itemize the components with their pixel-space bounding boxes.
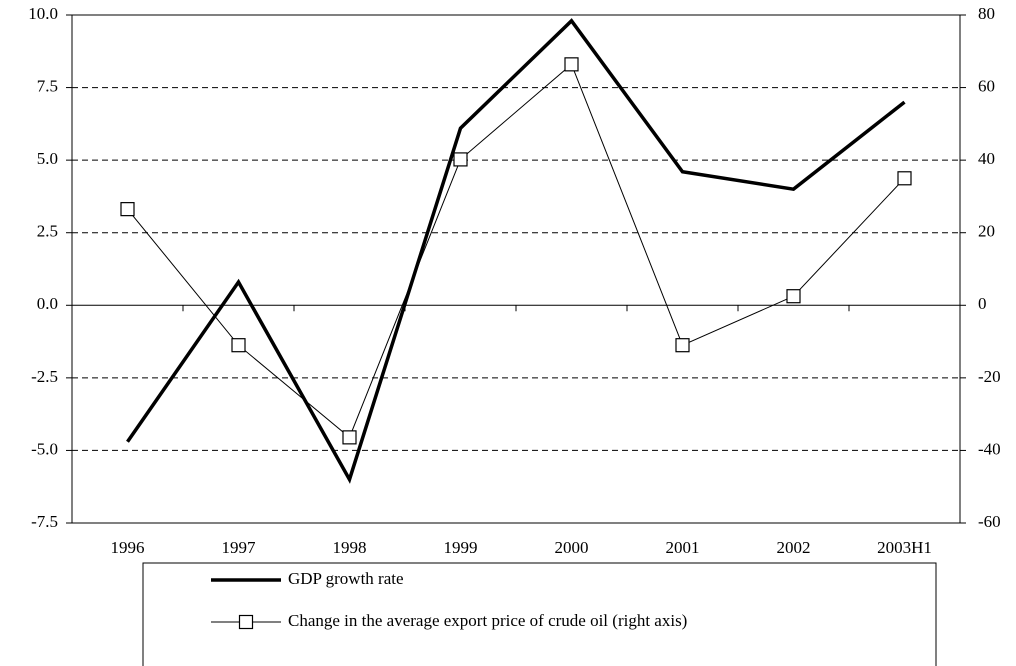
y-tick-label: -7.5	[31, 512, 58, 531]
legend-marker	[238, 614, 254, 630]
x-tick-label: 1997	[222, 538, 257, 557]
marker	[453, 152, 468, 167]
y2-tick-label: -40	[978, 439, 1001, 458]
y-tick-label: 7.5	[37, 76, 58, 95]
x-tick-label: 1996	[111, 538, 145, 557]
x-tick-label: 1999	[444, 538, 478, 557]
x-tick-label: 2002	[777, 538, 811, 557]
legend-label: Change in the average export price of cr…	[288, 611, 687, 630]
x-tick-label: 2000	[555, 538, 589, 557]
x-tick-label: 1998	[333, 538, 367, 557]
legend-label: GDP growth rate	[288, 569, 404, 588]
y-tick-label: 0.0	[37, 294, 58, 313]
x-tick-label: 2003H1	[877, 538, 932, 557]
marker	[786, 289, 801, 304]
y2-tick-label: 80	[978, 4, 995, 23]
marker	[120, 202, 135, 217]
marker	[342, 430, 357, 445]
x-tick-label: 2001	[666, 538, 700, 557]
marker	[564, 57, 579, 72]
y2-tick-label: 60	[978, 76, 995, 95]
y2-tick-label: 20	[978, 222, 995, 241]
marker	[231, 338, 246, 353]
marker	[897, 171, 912, 186]
y-tick-label: 10.0	[28, 4, 58, 23]
series-line	[127, 63, 905, 439]
y-tick-label: -2.5	[31, 367, 58, 386]
series-line	[126, 18, 906, 484]
y-tick-label: 5.0	[37, 149, 58, 168]
y2-tick-label: 40	[978, 149, 995, 168]
y2-tick-label: -60	[978, 512, 1001, 531]
marker	[675, 338, 690, 353]
y2-tick-label: -20	[978, 367, 1001, 386]
y-tick-label: -5.0	[31, 439, 58, 458]
y2-tick-label: 0	[978, 294, 987, 313]
plot-frame	[71, 14, 961, 524]
y-tick-label: 2.5	[37, 222, 58, 241]
